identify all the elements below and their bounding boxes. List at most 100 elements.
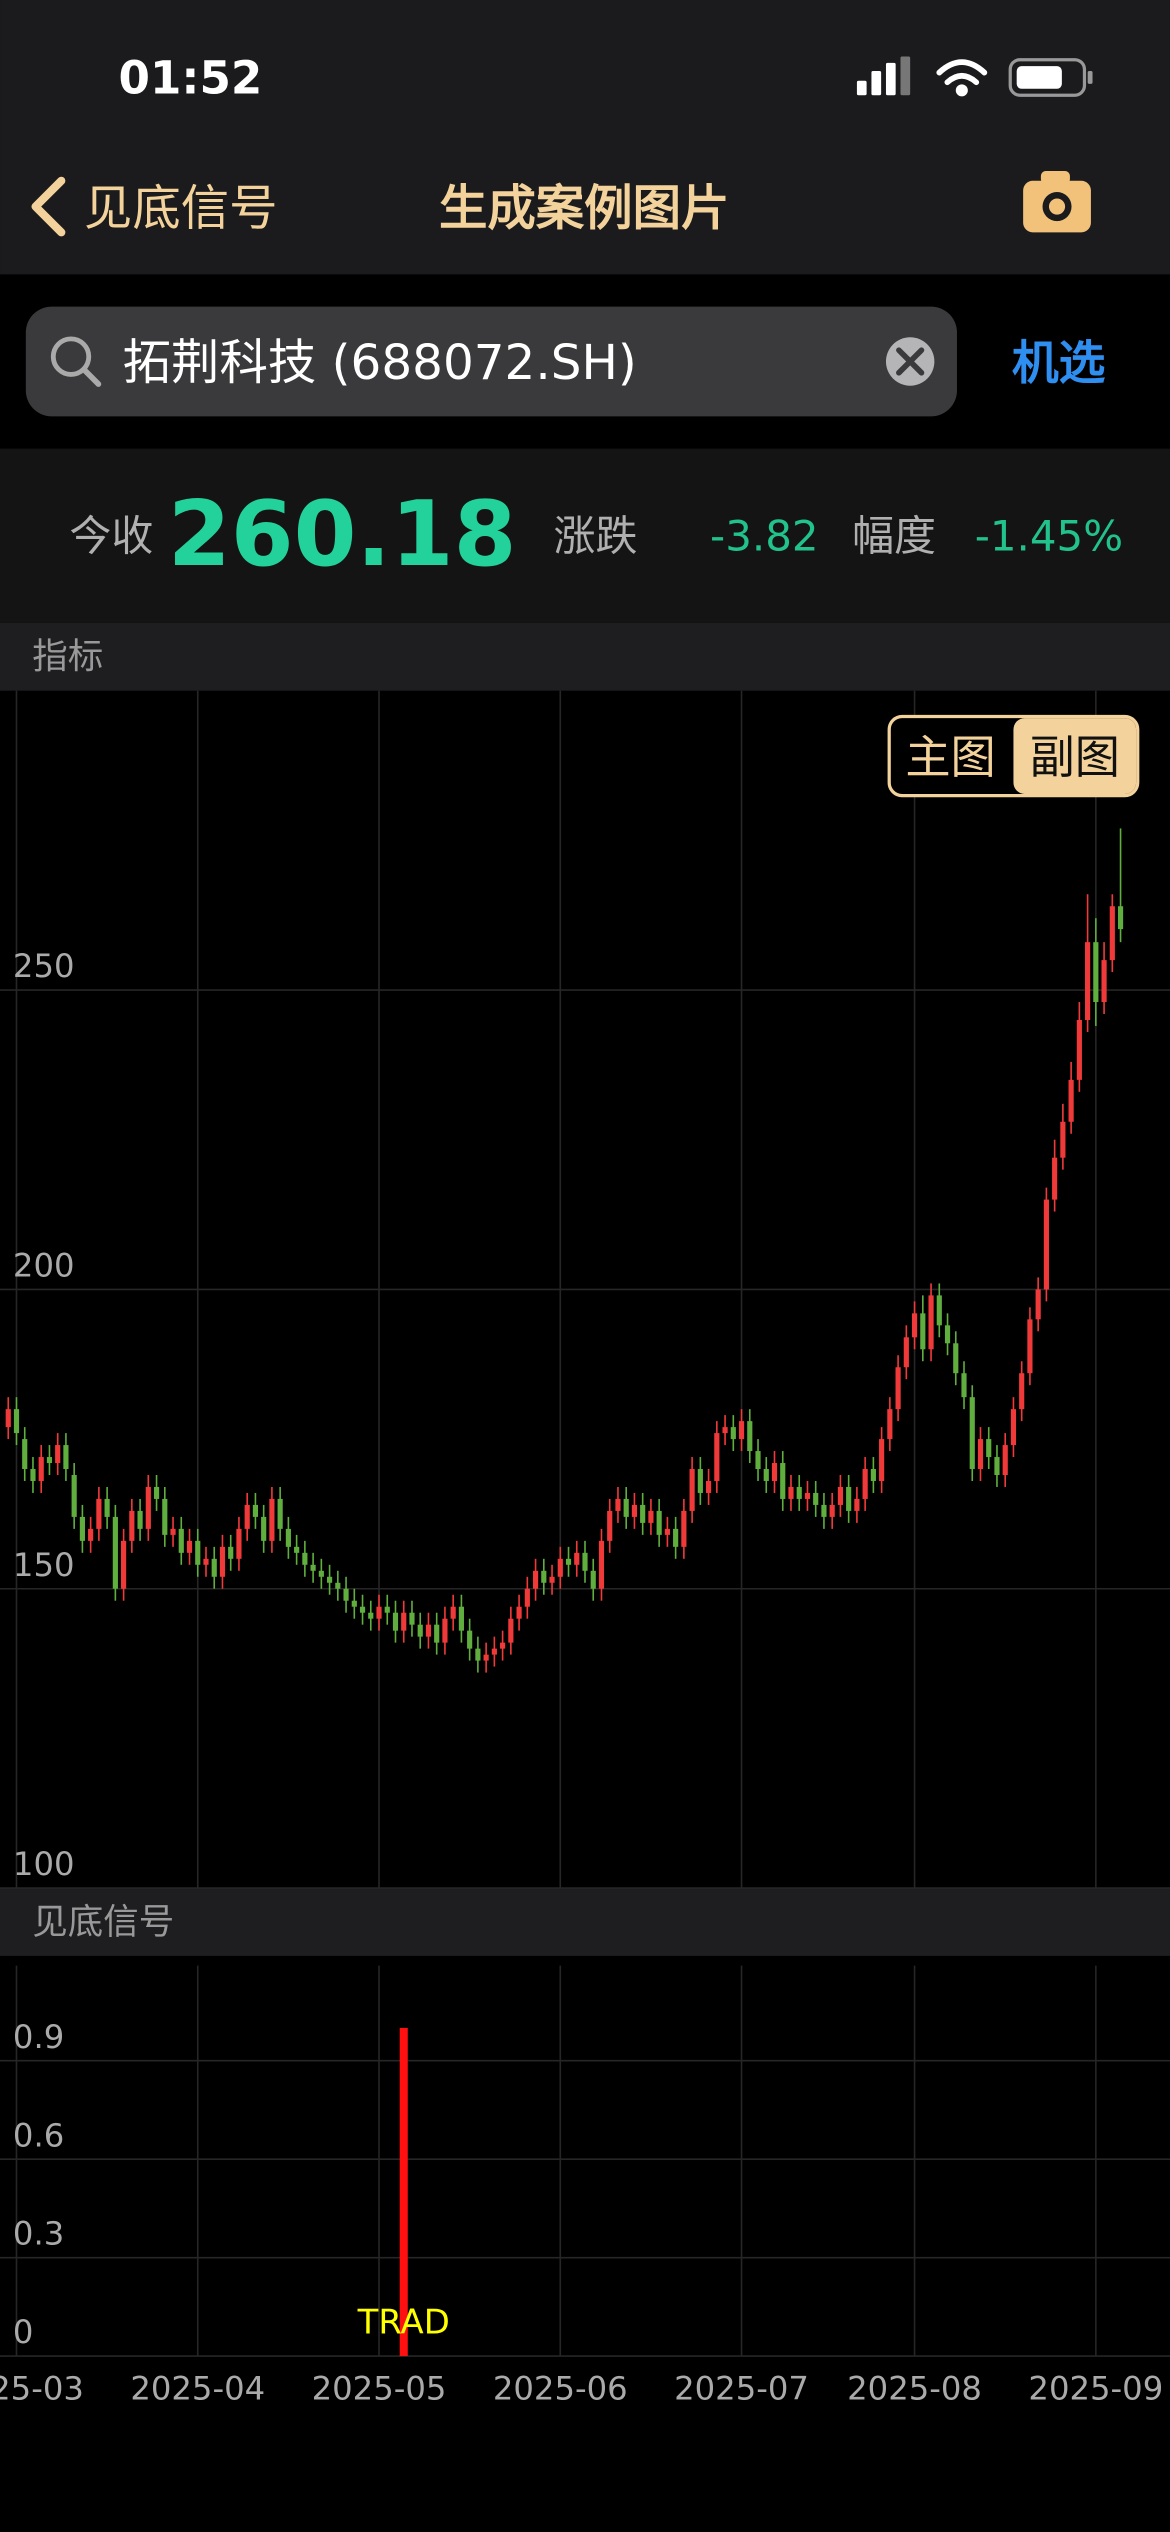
change-value: -3.82 <box>710 511 819 560</box>
candle-body <box>920 1313 926 1350</box>
back-icon[interactable] <box>31 176 66 237</box>
candle-body <box>821 1504 827 1517</box>
candle-body <box>722 1427 728 1434</box>
candle-body <box>1052 1157 1058 1200</box>
candle-body <box>673 1528 679 1547</box>
candle-body <box>483 1654 489 1661</box>
candle-body <box>1019 1373 1025 1410</box>
candle-body <box>648 1510 654 1523</box>
clock: 01:52 <box>119 52 263 105</box>
candle-body <box>236 1528 242 1559</box>
candle-body <box>1117 906 1124 930</box>
clear-button[interactable] <box>885 337 935 386</box>
candle-body <box>1002 1445 1008 1475</box>
candle-body <box>96 1498 102 1529</box>
candle-body <box>1035 1289 1041 1320</box>
x-tick-label: 2025-04 <box>130 2370 265 2408</box>
search-box[interactable] <box>25 306 957 417</box>
close-price: 260.18 <box>168 482 517 587</box>
candle-body <box>30 1469 36 1481</box>
candle-body <box>104 1498 110 1517</box>
candle-body <box>813 1492 819 1505</box>
candle-body <box>903 1337 909 1368</box>
candle-body <box>763 1469 769 1481</box>
candle-body <box>516 1606 522 1619</box>
candle-body <box>425 1624 432 1637</box>
candle-body <box>887 1409 893 1440</box>
candle-body <box>549 1576 555 1583</box>
panel-title: 见底信号 <box>32 1901 174 1942</box>
y-tick-label: 0.3 <box>13 2215 64 2253</box>
candle-body <box>203 1558 209 1565</box>
back-label[interactable]: 见底信号 <box>84 180 278 236</box>
candle-body <box>557 1558 563 1577</box>
candle-body <box>79 1516 85 1541</box>
battery-icon <box>1008 58 1093 97</box>
y-tick-label: 250 <box>13 947 75 985</box>
candle-body <box>13 1409 20 1434</box>
candle-body <box>294 1546 300 1553</box>
pick-button[interactable]: 机选 <box>1012 337 1106 391</box>
panel-header <box>0 622 1170 691</box>
candle-body <box>5 1409 11 1428</box>
candle-body <box>977 1439 984 1470</box>
candle-body <box>747 1421 753 1452</box>
candle-body <box>804 1492 811 1499</box>
candle-body <box>1027 1319 1033 1374</box>
candle-body <box>656 1510 662 1535</box>
change-label: 涨跌 <box>554 511 638 560</box>
candle-body <box>1076 1019 1082 1080</box>
candle-body <box>46 1457 53 1464</box>
candle-body <box>582 1552 588 1571</box>
candle-body <box>615 1498 621 1511</box>
candle-body <box>211 1558 217 1577</box>
candle-body <box>607 1510 613 1541</box>
candle-body <box>434 1624 440 1643</box>
candle-body <box>697 1469 703 1493</box>
candle-body <box>63 1445 69 1470</box>
x-tick-label: 2025-08 <box>847 2370 982 2408</box>
search-icon <box>50 336 92 377</box>
candle-body <box>969 1397 975 1470</box>
candle-body <box>376 1606 382 1619</box>
candle-body <box>417 1624 423 1637</box>
candle-body <box>565 1558 572 1565</box>
signal-label: TRAD <box>357 2303 450 2342</box>
candle-body <box>730 1427 736 1440</box>
candle-body <box>351 1600 357 1607</box>
y-tick-label: 0.6 <box>13 2116 64 2154</box>
panel-header <box>0 1888 1170 1956</box>
candle-body <box>137 1510 143 1529</box>
chart-toggle[interactable]: 主图 副图 <box>887 714 1140 798</box>
candle-body <box>854 1498 860 1511</box>
candle-body <box>631 1504 638 1517</box>
toggle-option[interactable]: 主图 <box>905 731 995 784</box>
candle-body <box>879 1439 885 1481</box>
candle-body <box>986 1439 992 1458</box>
candle-body <box>664 1528 670 1535</box>
candle-body <box>1085 942 1091 1020</box>
toggle-option[interactable]: 副图 <box>1030 731 1120 784</box>
candle-body <box>706 1480 712 1493</box>
candle-body <box>640 1504 646 1523</box>
candle-body <box>895 1367 901 1410</box>
candle-body <box>450 1606 456 1619</box>
candle-body <box>1010 1409 1017 1446</box>
candle-body <box>953 1343 959 1374</box>
candle-body <box>343 1588 349 1601</box>
candle-body <box>153 1486 160 1499</box>
candle-body <box>500 1642 506 1649</box>
candle-body <box>22 1439 28 1470</box>
candle-body <box>112 1516 118 1589</box>
candle-body <box>788 1486 794 1499</box>
top-bar <box>0 0 1170 275</box>
nav-title: 生成案例图片 <box>439 180 729 236</box>
candle-body <box>738 1421 745 1440</box>
quote-bg <box>0 448 1170 623</box>
candle-body <box>846 1486 852 1511</box>
candle-body <box>38 1457 44 1481</box>
camera-button[interactable] <box>1023 171 1091 233</box>
candle-body <box>961 1373 967 1398</box>
search-query[interactable]: 拓荆科技 (688072.SH) <box>123 335 637 391</box>
candle-body <box>458 1606 464 1631</box>
